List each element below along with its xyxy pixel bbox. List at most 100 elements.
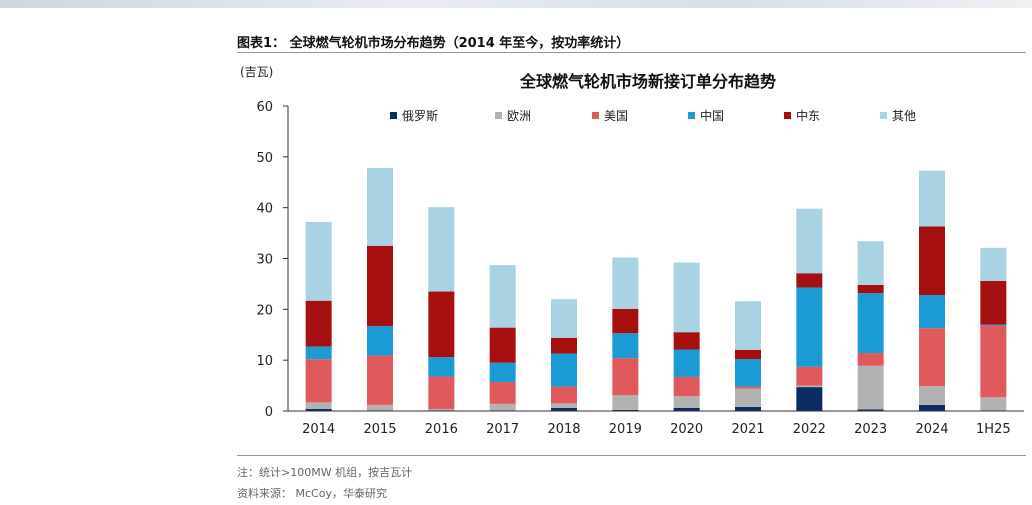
x-tick-label: 2023: [854, 422, 887, 437]
bar-segment: [796, 385, 823, 388]
bar-segment: [489, 362, 516, 383]
bar-segment: [367, 355, 393, 405]
bar-segment: [980, 325, 1007, 398]
bar-segment: [367, 326, 393, 356]
bar-segment: [428, 207, 455, 292]
bar-segment: [673, 407, 700, 411]
legend-label: 中东: [796, 108, 820, 123]
bar-segment: [735, 386, 761, 389]
legend-label: 俄罗斯: [402, 109, 438, 123]
x-tick-label: 2018: [547, 422, 580, 437]
bar-segment: [796, 366, 823, 386]
legend: 俄罗斯 欧洲 美国 中国 中东 其他: [390, 108, 916, 123]
bar-segment: [919, 226, 945, 296]
bar-segment: [305, 402, 332, 409]
legend-swatch: [880, 112, 887, 119]
axes-group: 0 10 20 30 40 50 60 2014 2015 2016 2017 2018 2019 202…: [256, 100, 1024, 437]
bar-segment: [980, 247, 1007, 281]
footer-source: 资料来源： McCoy，华泰研究: [237, 487, 387, 500]
x-tick-label: 2017: [486, 422, 519, 437]
bar-segment: [796, 387, 823, 411]
bar-segment: [305, 408, 332, 411]
y-unit-label: (吉瓦): [240, 65, 273, 79]
x-tick-label: 2020: [670, 422, 703, 437]
x-tick-label: 1H25: [976, 422, 1011, 437]
y-tick-label: 30: [256, 253, 273, 268]
x-tick-label: 2022: [793, 422, 826, 437]
bar-segment: [612, 409, 639, 411]
bar-segment: [735, 388, 761, 407]
y-tick-label: 20: [256, 303, 273, 318]
top-decorative-band: [0, 0, 1032, 8]
bar-segment: [305, 221, 332, 301]
x-tick-label: 2019: [609, 422, 642, 437]
bar-segment: [489, 403, 516, 411]
bar-segment: [612, 257, 639, 309]
bar-segment: [919, 295, 945, 329]
bar-segment: [551, 386, 577, 404]
bar-segment: [673, 376, 700, 397]
bar-segment: [796, 273, 823, 288]
y-tick-label: 0: [265, 405, 273, 420]
x-tick-label: 2015: [363, 422, 396, 437]
x-tick-label: 2014: [302, 422, 335, 437]
bar-segment: [612, 333, 639, 359]
bar-segment: [857, 365, 884, 410]
bar-segment: [673, 262, 700, 333]
bar-segment: [551, 353, 577, 387]
title-rule: [237, 52, 1026, 53]
bar-segment: [796, 287, 823, 367]
bar-segment: [612, 358, 639, 396]
legend-swatch: [784, 112, 791, 119]
bar-segment: [919, 386, 945, 405]
bar-segment: [305, 346, 332, 360]
bar-segment: [489, 327, 516, 363]
x-tick-label: 2016: [425, 422, 458, 437]
bar-segment: [489, 265, 516, 328]
legend-label: 其他: [892, 109, 916, 123]
bar-segment: [367, 168, 393, 246]
bar-segment: [305, 359, 332, 403]
bar-segment: [980, 324, 1007, 326]
y-tick-label: 50: [256, 151, 273, 166]
y-tick-label: 40: [256, 202, 273, 217]
bar-segment: [551, 337, 577, 354]
bar-segment: [305, 300, 332, 347]
bar-segment: [612, 395, 639, 410]
legend-label: 美国: [604, 109, 628, 123]
bar-segment: [857, 409, 884, 411]
figure-title: 图表1： 全球燃气轮机市场分布趋势（2014 年至今，按功率统计）: [237, 36, 630, 51]
bar-segment: [980, 280, 1007, 325]
bar-segment: [919, 170, 945, 227]
bar-segment: [612, 308, 639, 334]
bar-segment: [735, 301, 761, 350]
legend-label: 欧洲: [507, 109, 531, 123]
bar-segment: [735, 350, 761, 360]
bar-segment: [796, 208, 823, 274]
bar-segment: [551, 403, 577, 408]
bar-segment: [367, 245, 393, 327]
chart-title: 全球燃气轮机市场新接订单分布趋势: [519, 72, 776, 91]
x-tick-label: 2024: [915, 422, 948, 437]
bar-segment: [919, 328, 945, 387]
bars-group: [305, 168, 1007, 411]
bar-segment: [673, 349, 700, 377]
bar-segment: [735, 406, 761, 411]
bar-segment: [673, 332, 700, 350]
bar-segment: [980, 397, 1007, 411]
bar-segment: [735, 359, 761, 387]
bar-segment: [428, 376, 455, 409]
bar-segment: [551, 407, 577, 411]
bar-segment: [489, 382, 516, 404]
x-tick-label: 2021: [731, 422, 764, 437]
bar-segment: [857, 353, 884, 366]
bar-segment: [428, 291, 455, 358]
legend-label: 中国: [700, 108, 724, 123]
y-tick-label: 10: [256, 354, 273, 369]
bar-segment: [857, 284, 884, 294]
footer-note: 注：统计>100MW 机组，按吉瓦计: [237, 466, 413, 479]
bar-segment: [857, 293, 884, 354]
bar-segment: [428, 357, 455, 377]
bar-segment: [367, 404, 393, 411]
bar-segment: [919, 404, 945, 411]
